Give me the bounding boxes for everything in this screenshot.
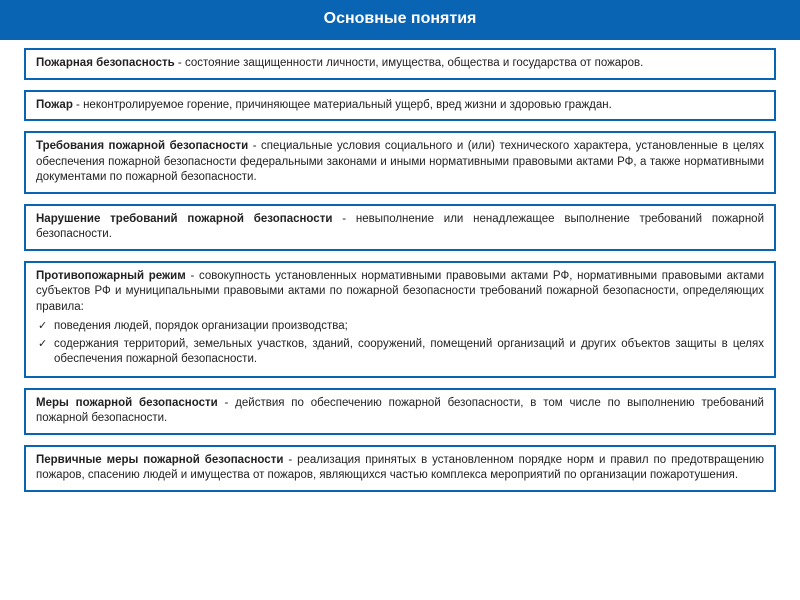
bullet-item: содержания территорий, земельных участко… [36, 337, 764, 368]
definition-box: Пожар - неконтролируемое горение, причин… [24, 90, 776, 122]
definition-box: Первичные меры пожарной безопасности - р… [24, 445, 776, 492]
term-label: Противопожарный режим [36, 270, 186, 282]
bullet-list: поведения людей, порядок организации про… [36, 319, 764, 368]
term-label: Требования пожарной безопасности [36, 140, 248, 152]
definition-box: Меры пожарной безопасности - действия по… [24, 388, 776, 435]
term-label: Первичные меры пожарной безопасности [36, 454, 283, 466]
term-label: Нарушение требований пожарной безопаснос… [36, 213, 332, 225]
definition-box: Противопожарный режим - совокупность уст… [24, 261, 776, 378]
term-text: - состояние защищенности личности, имуще… [175, 57, 644, 69]
definition-box: Нарушение требований пожарной безопаснос… [24, 204, 776, 251]
term-label: Пожар [36, 99, 73, 111]
content-area: Пожарная безопасность - состояние защище… [0, 40, 800, 492]
page-title: Основные понятия [324, 10, 477, 27]
definition-box: Требования пожарной безопасности - специ… [24, 131, 776, 194]
term-label: Пожарная безопасность [36, 57, 175, 69]
term-text: - неконтролируемое горение, причиняющее … [73, 99, 612, 111]
term-label: Меры пожарной безопасности [36, 397, 218, 409]
bullet-item: поведения людей, порядок организации про… [36, 319, 764, 335]
definition-box: Пожарная безопасность - состояние защище… [24, 48, 776, 80]
page-header: Основные понятия [0, 0, 800, 40]
